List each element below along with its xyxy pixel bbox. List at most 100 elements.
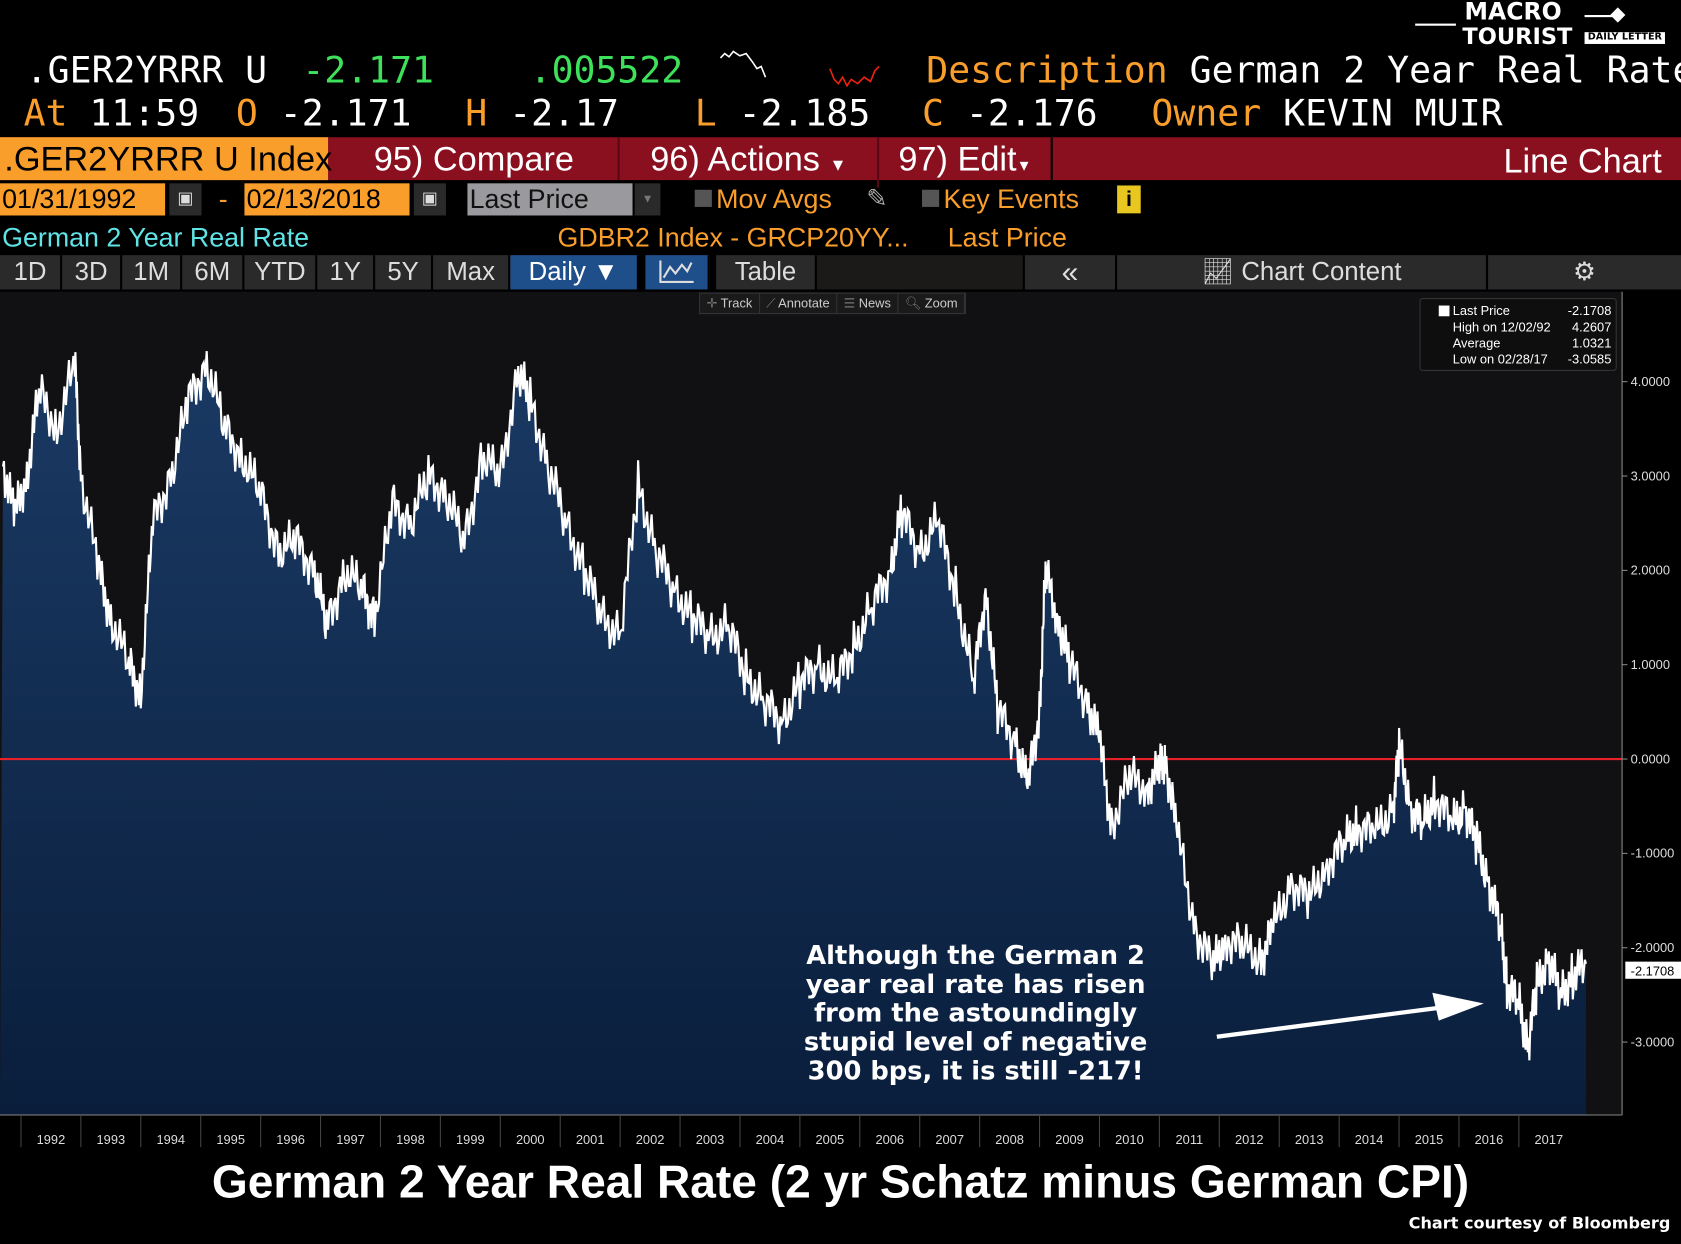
period-tab-1d[interactable]: 1D bbox=[0, 255, 63, 290]
period-tab-6m[interactable]: 6M bbox=[182, 255, 245, 290]
annotation-line: stupid level of negative bbox=[803, 1027, 1148, 1058]
annotation-line: 300 bps, it is still -217! bbox=[807, 1056, 1144, 1087]
checkbox-icon bbox=[694, 189, 712, 207]
x-tick-label: 2014 bbox=[1355, 1132, 1384, 1147]
x-tick-label: 2017 bbox=[1535, 1132, 1564, 1147]
legend-low-value: -3.0585 bbox=[1567, 351, 1612, 367]
toolbar-spacer bbox=[816, 255, 1025, 290]
pencil-icon[interactable]: ✎ bbox=[866, 184, 888, 214]
field-dropdown-icon[interactable]: ▼ bbox=[634, 183, 661, 216]
chart-type-label: Line Chart bbox=[1503, 141, 1662, 181]
logo-line1: MACRO bbox=[1464, 0, 1562, 26]
x-tick-label: 2011 bbox=[1176, 1132, 1204, 1147]
x-tick-label: 2007 bbox=[935, 1132, 964, 1147]
annotate-icon: ⟋ bbox=[766, 295, 779, 311]
mov-avgs-checkbox[interactable]: Mov Avgs bbox=[694, 183, 832, 215]
last-price: -2.171 bbox=[302, 49, 435, 93]
tool-news[interactable]: ☰ News bbox=[837, 293, 899, 314]
footer-title: German 2 Year Real Rate (2 yr Schatz min… bbox=[211, 1156, 1470, 1209]
actions-label: 96) Actions bbox=[650, 139, 820, 178]
chart-content-icon: 📈︎ bbox=[1201, 257, 1235, 287]
price-chart[interactable]: 4.0000 3.0000 2.0000 1.0000 0.0000 -1.0000 -2.… bbox=[0, 291, 1681, 1150]
owner: Owner KEVIN MUIR bbox=[1151, 94, 1502, 133]
description-label: Description bbox=[926, 49, 1168, 93]
x-tick-label: 2015 bbox=[1415, 1132, 1444, 1147]
tool-zoom[interactable]: 🔍︎ Zoom bbox=[898, 293, 966, 314]
tool-label: Track bbox=[720, 295, 753, 311]
calendar-icon[interactable]: ▣ bbox=[413, 183, 446, 216]
arrow-head-icon bbox=[1432, 992, 1484, 1021]
last-value-tag bbox=[1625, 961, 1681, 979]
x-tick-label: 1998 bbox=[396, 1132, 425, 1147]
legend-high-label: High on 12/02/92 bbox=[1452, 319, 1551, 335]
settings-gear-icon[interactable]: ⚙ bbox=[1488, 255, 1681, 290]
tool-label: Annotate bbox=[778, 295, 830, 311]
period-tab-5y[interactable]: 5Y bbox=[375, 255, 434, 290]
edit-label: 97) Edit bbox=[898, 139, 1017, 178]
low-quote: L -2.185 bbox=[695, 94, 871, 133]
x-tick-label: 1997 bbox=[336, 1132, 365, 1147]
chart-annotation: Although the German 2 year real rate has … bbox=[740, 941, 1212, 1086]
end-date-input[interactable]: 02/13/2018 bbox=[244, 183, 410, 216]
legend-low-label: Low on 02/28/17 bbox=[1452, 351, 1548, 367]
start-date-input[interactable]: 01/31/1992 bbox=[0, 183, 166, 216]
net-change: .005522 bbox=[529, 49, 684, 93]
low-label: L bbox=[694, 92, 717, 136]
checkbox-icon bbox=[922, 189, 940, 207]
annotation-line: from the astoundingly bbox=[813, 998, 1138, 1029]
calendar-icon[interactable]: ▣ bbox=[169, 183, 202, 216]
key-events-label: Key Events bbox=[943, 184, 1080, 215]
actions-menu[interactable]: 96) Actions ▼ bbox=[620, 137, 880, 188]
legend-high-value: 4.2607 bbox=[1572, 319, 1612, 335]
plotted-field: Last Price bbox=[947, 222, 1067, 254]
x-tick-label: 2013 bbox=[1295, 1132, 1324, 1147]
period-tab-ytd[interactable]: YTD bbox=[244, 255, 318, 290]
owner-label: Owner bbox=[1151, 92, 1262, 136]
low-value: -2.185 bbox=[738, 92, 871, 136]
chart-content-button[interactable]: 📈︎ Chart Content bbox=[1117, 255, 1489, 290]
info-icon[interactable]: i bbox=[1117, 185, 1141, 214]
security-formula: GDBR2 Index - GRCP20YY... bbox=[557, 222, 909, 254]
x-tick-label: 1992 bbox=[37, 1132, 66, 1147]
chart-tools: ✛ Track ⟋ Annotate ☰ News 🔍︎ Zoom bbox=[699, 292, 967, 315]
line-chart-icon[interactable] bbox=[645, 255, 710, 290]
annotation-line: Although the German 2 bbox=[806, 940, 1145, 971]
tool-label: News bbox=[858, 295, 891, 311]
mov-avgs-label: Mov Avgs bbox=[716, 184, 832, 215]
period-tab-1y[interactable]: 1Y bbox=[317, 255, 376, 290]
security-field[interactable]: .GER2YRRR U Index bbox=[0, 137, 332, 181]
legend-avg-label: Average bbox=[1452, 335, 1501, 351]
sparkline-icon bbox=[719, 50, 880, 88]
annotation-arrow bbox=[1216, 1004, 1448, 1039]
legend-avg-value: 1.0321 bbox=[1572, 335, 1612, 351]
period-tab-3d[interactable]: 3D bbox=[62, 255, 123, 290]
open-label: O bbox=[235, 92, 258, 136]
logo-arrow-head bbox=[1610, 7, 1626, 23]
high-label: H bbox=[465, 92, 488, 136]
compare-button[interactable]: 95) Compare bbox=[330, 137, 620, 181]
y-tick-label: -1.0000 bbox=[1631, 846, 1675, 861]
key-events-checkbox[interactable]: Key Events bbox=[922, 183, 1079, 215]
tool-annotate[interactable]: ⟋ Annotate bbox=[760, 293, 838, 314]
y-tick-label: -2.0000 bbox=[1631, 940, 1675, 955]
tool-track[interactable]: ✛ Track bbox=[700, 293, 760, 314]
dropdown-arrow-icon: ▼ bbox=[829, 156, 847, 175]
security-name: German 2 Year Real Rate bbox=[2, 222, 310, 254]
owner-value: KEVIN MUIR bbox=[1283, 92, 1503, 136]
x-tick-label: 1999 bbox=[456, 1132, 485, 1147]
period-tab-max[interactable]: Max bbox=[433, 255, 511, 290]
at-label: At bbox=[23, 92, 68, 136]
high-value: -2.17 bbox=[509, 92, 619, 136]
field-select[interactable]: Last Price bbox=[467, 183, 633, 216]
y-tick-label: 2.0000 bbox=[1631, 563, 1670, 578]
close-value: -2.176 bbox=[965, 92, 1098, 136]
x-tick-label: 1994 bbox=[156, 1132, 185, 1147]
x-axis-band bbox=[0, 1114, 1681, 1150]
date-dash: - bbox=[218, 184, 228, 215]
edit-menu[interactable]: 97) Edit▼ bbox=[879, 137, 1053, 187]
frequency-select[interactable]: Daily ▼ bbox=[510, 255, 639, 290]
close-label: C bbox=[922, 92, 944, 136]
collapse-icon[interactable]: « bbox=[1024, 255, 1118, 290]
period-tab-1m[interactable]: 1M bbox=[122, 255, 183, 290]
table-button[interactable]: Table bbox=[716, 255, 817, 290]
